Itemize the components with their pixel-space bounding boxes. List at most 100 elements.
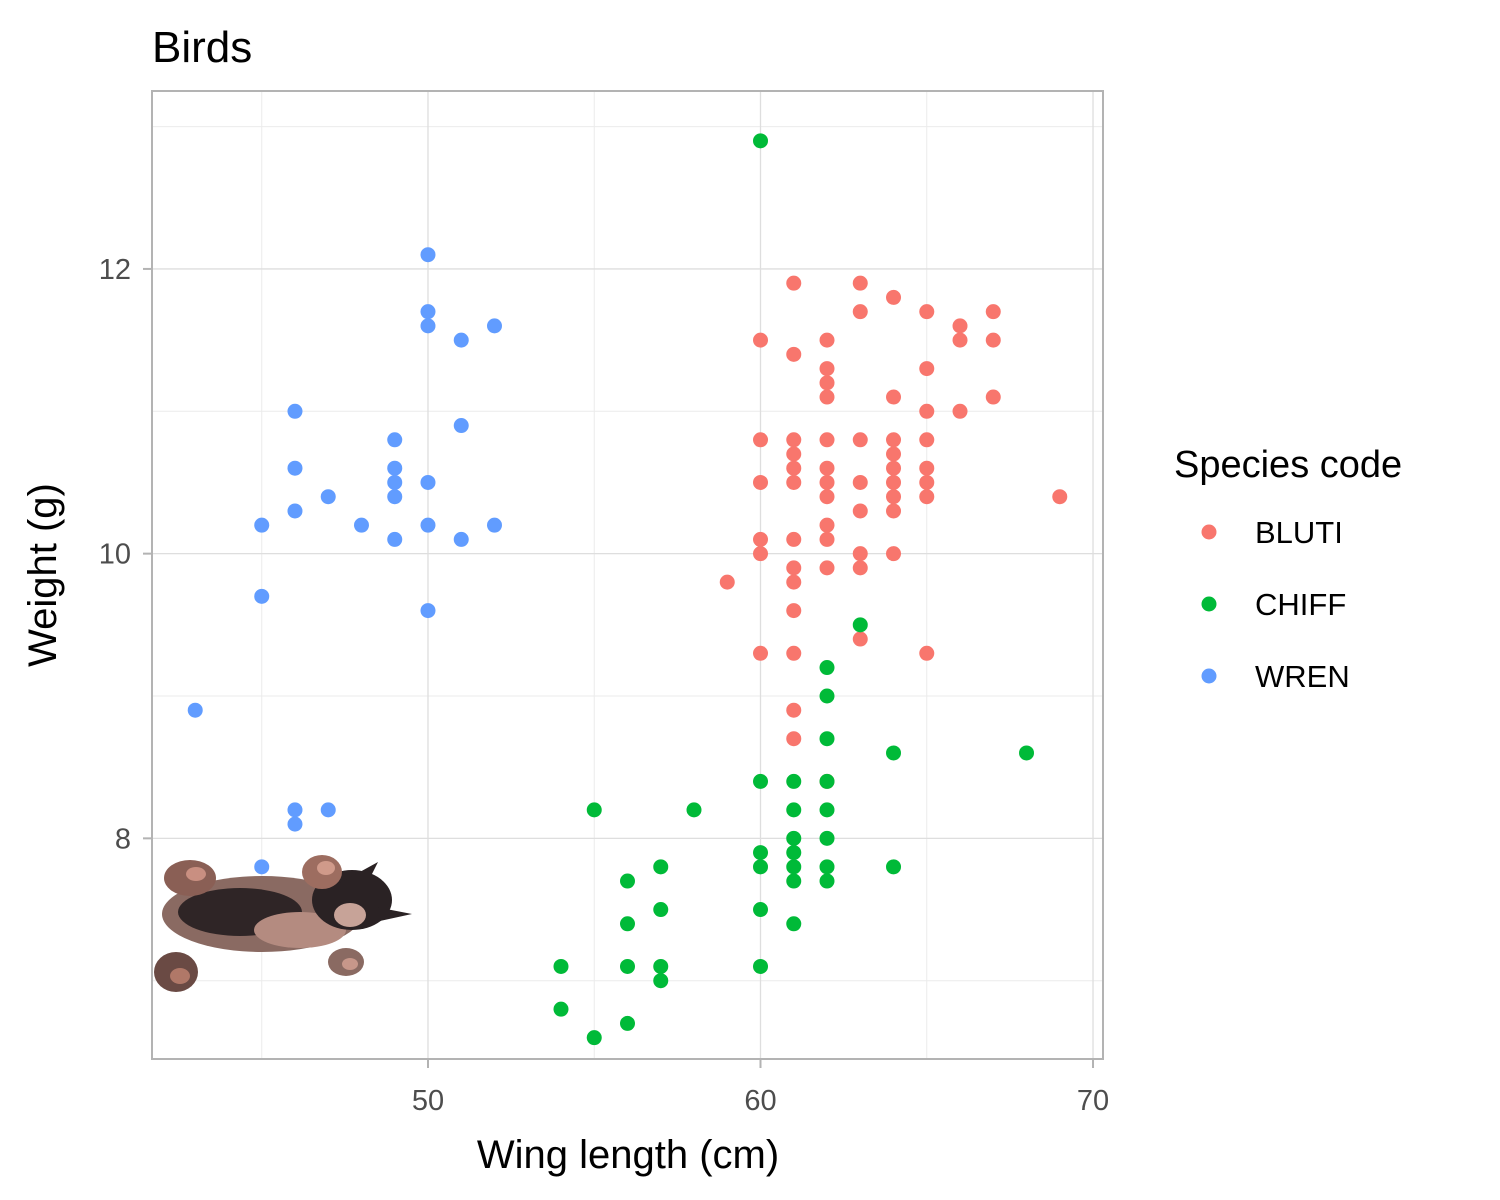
data-point — [287, 503, 303, 519]
data-point — [852, 631, 868, 647]
y-axis-ticks: 8 10 12 — [99, 254, 152, 855]
data-point — [852, 304, 868, 320]
legend-label: CHIFF — [1255, 587, 1346, 622]
data-point — [786, 474, 802, 490]
data-point — [287, 816, 303, 832]
data-point — [819, 830, 835, 846]
data-point — [919, 460, 935, 476]
data-point — [786, 773, 802, 789]
data-point — [786, 845, 802, 861]
data-point — [753, 546, 769, 562]
legend-label: BLUTI — [1255, 515, 1343, 550]
data-point — [586, 802, 602, 818]
data-point — [387, 531, 403, 547]
x-tick-label: 70 — [1077, 1085, 1109, 1117]
data-point — [420, 304, 436, 320]
data-point — [786, 603, 802, 619]
legend-item-wren: WREN — [1201, 659, 1350, 694]
data-point — [819, 389, 835, 405]
y-axis-title: Weight (g) — [21, 483, 65, 667]
y-tick-label: 10 — [99, 539, 131, 571]
data-point — [486, 318, 502, 334]
series-wren — [187, 247, 502, 875]
legend-label: WREN — [1255, 659, 1350, 694]
data-point — [886, 859, 902, 875]
data-point — [886, 503, 902, 519]
data-point — [753, 859, 769, 875]
series-bluti — [719, 275, 1068, 789]
data-point — [586, 1030, 602, 1046]
data-points — [187, 133, 1068, 1046]
data-point — [819, 361, 835, 377]
data-point — [985, 389, 1001, 405]
data-point — [819, 517, 835, 533]
grid-major — [152, 91, 1103, 1059]
data-point — [886, 446, 902, 462]
data-point — [320, 489, 336, 505]
data-point — [852, 474, 868, 490]
data-point — [786, 275, 802, 291]
panel-border — [151, 90, 1104, 1060]
data-point — [254, 588, 270, 604]
data-point — [819, 460, 835, 476]
data-point — [753, 531, 769, 547]
data-point — [753, 133, 769, 149]
data-point — [786, 859, 802, 875]
data-point — [786, 574, 802, 590]
kitten-photo — [154, 855, 412, 992]
data-point — [919, 403, 935, 419]
legend-items: BLUTI CHIFF WREN — [1201, 515, 1350, 694]
grid-minor — [152, 91, 1103, 1059]
data-point — [1019, 745, 1035, 761]
data-point — [919, 645, 935, 661]
data-point — [819, 802, 835, 818]
data-point — [952, 332, 968, 348]
data-point — [653, 973, 669, 989]
data-point — [786, 873, 802, 889]
legend: Species code BLUTI CHIFF WREN — [1174, 444, 1402, 694]
data-point — [420, 474, 436, 490]
data-point — [852, 503, 868, 519]
data-point — [952, 403, 968, 419]
data-point — [886, 460, 902, 476]
data-point — [753, 958, 769, 974]
data-point — [786, 702, 802, 718]
legend-key — [1201, 596, 1217, 612]
data-point — [886, 489, 902, 505]
data-point — [852, 275, 868, 291]
legend-key — [1201, 524, 1217, 540]
data-point — [786, 560, 802, 576]
data-point — [985, 304, 1001, 320]
data-point — [786, 432, 802, 448]
data-point — [719, 574, 735, 590]
data-point — [819, 531, 835, 547]
data-point — [753, 902, 769, 918]
data-point — [919, 474, 935, 490]
data-point — [919, 489, 935, 505]
series-chiff — [553, 133, 1035, 1046]
data-point — [886, 389, 902, 405]
x-tick-label: 60 — [744, 1085, 776, 1117]
data-point — [620, 958, 635, 974]
data-point — [753, 432, 769, 448]
data-point — [786, 645, 802, 661]
data-point — [952, 318, 968, 334]
data-point — [620, 873, 635, 889]
data-point — [919, 304, 935, 320]
data-point — [453, 531, 469, 547]
x-axis-ticks: 50 60 70 — [412, 1059, 1109, 1117]
data-point — [886, 745, 902, 761]
x-tick-label: 50 — [412, 1085, 444, 1117]
data-point — [287, 403, 303, 419]
data-point — [852, 432, 868, 448]
data-point — [420, 318, 436, 334]
data-point — [453, 418, 469, 434]
data-point — [819, 560, 835, 576]
data-point — [453, 332, 469, 348]
data-point — [387, 460, 403, 476]
y-tick-label: 12 — [99, 254, 131, 286]
data-point — [753, 332, 769, 348]
data-point — [653, 902, 669, 918]
data-point — [819, 660, 835, 676]
